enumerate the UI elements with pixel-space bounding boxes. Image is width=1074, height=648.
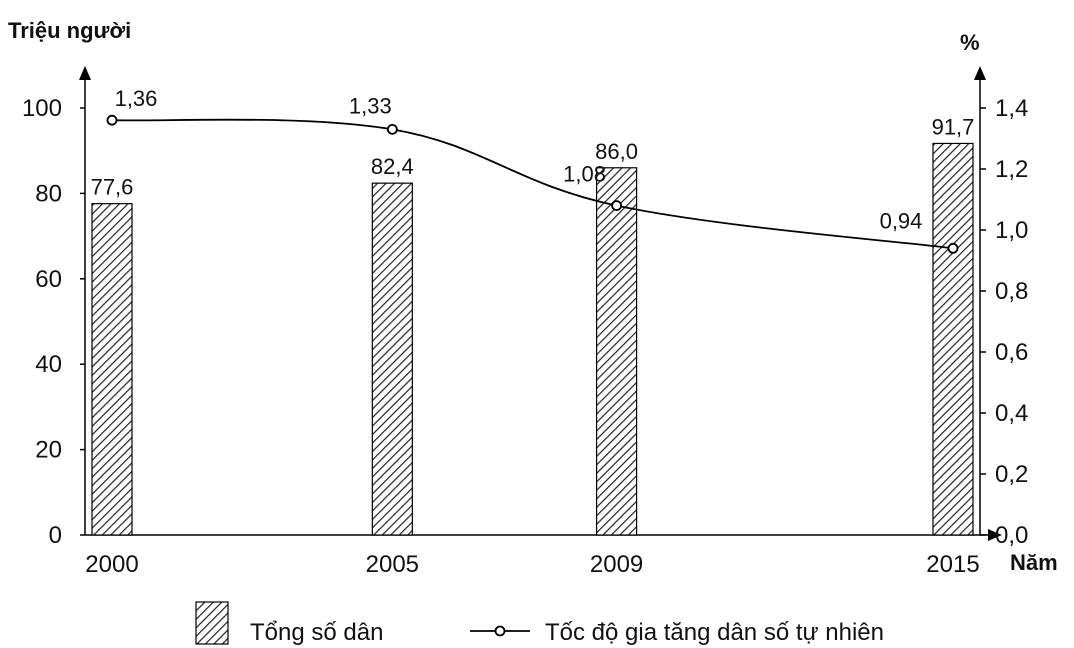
left-tick-label: 40 — [35, 351, 62, 378]
x-axis-ticks: 2000 2005 2009 2015 — [85, 551, 979, 578]
bar-data-label: 91,7 — [932, 114, 975, 139]
right-tick-label: 0,8 — [995, 278, 1028, 305]
left-axis-arrow — [79, 66, 91, 80]
left-tick-label: 80 — [35, 180, 62, 207]
legend: Tổng số dân Tốc độ gia tăng dân số tự nh… — [195, 601, 884, 646]
x-tick-label: 2000 — [85, 551, 138, 578]
right-tick-label: 1,0 — [995, 217, 1028, 244]
bar — [371, 182, 413, 536]
right-tick-label: 1,2 — [995, 156, 1028, 183]
axes — [79, 66, 1002, 541]
line-point — [611, 200, 622, 212]
line-data-label: 1,36 — [115, 86, 158, 111]
legend-line-marker — [494, 625, 506, 637]
line-data-label: 1,08 — [563, 162, 606, 187]
line-data-label: 0,94 — [880, 208, 923, 233]
legend-bar-swatch — [195, 601, 229, 645]
bar — [932, 142, 974, 536]
right-tick-label: 0,6 — [995, 339, 1028, 366]
left-axis-ticks: 0 20 40 60 80 100 — [22, 95, 85, 549]
x-axis-title: Năm — [1010, 550, 1058, 575]
line-point — [386, 123, 398, 135]
line-series-path — [111, 118, 954, 250]
legend-bar-label: Tổng số dân — [250, 619, 383, 646]
line-series: 1,36 1,33 1,08 0,94 — [106, 86, 959, 254]
right-tick-label: 0,2 — [995, 461, 1028, 488]
bar — [595, 167, 638, 536]
left-tick-label: 60 — [35, 266, 62, 293]
bar-data-label: 86,0 — [595, 139, 638, 164]
right-axis-title: % — [960, 30, 980, 55]
x-tick-label: 2005 — [366, 551, 419, 578]
legend-line-label: Tốc độ gia tăng dân số tự nhiên — [545, 619, 884, 646]
x-axis-arrow — [988, 529, 1002, 541]
x-tick-label: 2015 — [926, 551, 979, 578]
bar — [91, 203, 133, 536]
right-tick-label: 0,0 — [995, 522, 1028, 549]
bar-data-label: 82,4 — [371, 154, 414, 179]
left-axis-title: Triệu người — [8, 18, 131, 43]
bar-series: 77,6 82,4 86,0 91,7 — [91, 114, 975, 536]
x-tick-label: 2009 — [590, 551, 643, 578]
right-tick-label: 0,4 — [995, 400, 1028, 427]
right-axis-arrow — [974, 66, 986, 80]
right-tick-label: 1,4 — [995, 95, 1028, 122]
left-tick-label: 20 — [35, 437, 62, 464]
line-point — [106, 114, 118, 126]
line-point — [947, 242, 959, 254]
left-tick-label: 0 — [49, 522, 62, 549]
line-data-label: 1,33 — [349, 93, 392, 118]
right-axis-ticks: 0,0 0,2 0,4 0,6 0,8 1,0 1,2 1,4 — [980, 95, 1028, 549]
bar-data-label: 77,6 — [91, 175, 134, 200]
left-tick-label: 100 — [22, 95, 62, 122]
